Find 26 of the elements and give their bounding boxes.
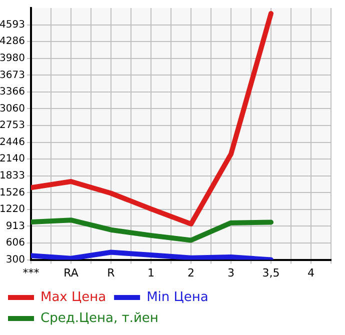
x-tick-label: *** xyxy=(22,266,40,280)
y-tick-label: 1526 xyxy=(0,187,25,198)
y-tick-label: 606 xyxy=(6,238,25,249)
y-tick-label: 2753 xyxy=(0,120,25,132)
y-tick-label: 3980 xyxy=(0,52,25,64)
x-tick-label: RA xyxy=(64,266,79,280)
x-tick-label: 3,5 xyxy=(262,266,280,280)
y-tick-label: 3673 xyxy=(0,70,25,81)
x-tick-label: 3 xyxy=(228,266,234,280)
legend-label: Сред.Цена, т.йен xyxy=(40,310,158,326)
y-tick-label: 4593 xyxy=(0,19,25,30)
x-tick-label: 4 xyxy=(308,266,314,280)
y-tick-label: 3366 xyxy=(0,86,25,98)
y-tick-label: 913 xyxy=(6,220,25,232)
x-tick-label: 1 xyxy=(148,266,154,280)
y-tick-label: 300 xyxy=(6,254,25,266)
legend-label: Max Цена xyxy=(40,290,106,305)
y-tick-label: 4286 xyxy=(0,36,25,48)
legend-label: Min Цена xyxy=(146,290,208,305)
y-tick-label: 1220 xyxy=(0,204,25,216)
y-tick-label: 3060 xyxy=(0,103,25,114)
x-tick-label: R xyxy=(107,266,116,280)
y-tick-label: 1833 xyxy=(0,170,25,182)
y-tick-label: 2140 xyxy=(0,154,25,165)
x-tick-label: 2 xyxy=(188,266,194,280)
y-tick-label: 2446 xyxy=(0,136,25,148)
